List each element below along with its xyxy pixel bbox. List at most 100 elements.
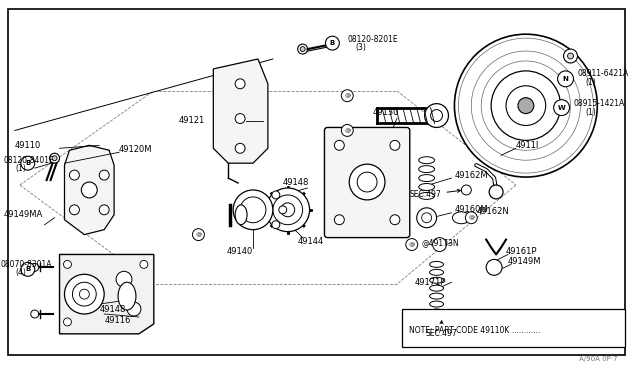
Circle shape — [550, 325, 561, 337]
Circle shape — [417, 208, 436, 228]
Polygon shape — [213, 59, 268, 163]
Circle shape — [422, 213, 431, 223]
Circle shape — [518, 98, 534, 113]
Text: B: B — [25, 160, 31, 166]
Text: A/90A 0P·7: A/90A 0P·7 — [579, 356, 617, 362]
Ellipse shape — [429, 262, 444, 267]
Ellipse shape — [419, 192, 435, 199]
Text: 08911-6421A: 08911-6421A — [577, 70, 628, 78]
Text: 49148: 49148 — [283, 177, 309, 186]
Circle shape — [300, 46, 305, 52]
Circle shape — [70, 170, 79, 180]
Text: W: W — [557, 105, 566, 110]
Circle shape — [52, 156, 57, 161]
Text: 49162M: 49162M — [454, 171, 488, 180]
Circle shape — [326, 36, 339, 50]
Text: @: @ — [468, 215, 474, 220]
Circle shape — [406, 238, 418, 250]
Circle shape — [21, 262, 35, 276]
Text: 49116: 49116 — [104, 317, 131, 326]
Bar — [402, 309, 625, 347]
Circle shape — [99, 205, 109, 215]
Ellipse shape — [235, 205, 247, 225]
Circle shape — [554, 100, 570, 116]
Text: 08070-8301A: 08070-8301A — [1, 260, 52, 269]
Circle shape — [99, 170, 109, 180]
Circle shape — [433, 238, 447, 251]
Polygon shape — [60, 254, 154, 334]
Ellipse shape — [452, 212, 470, 224]
Circle shape — [506, 86, 546, 125]
Circle shape — [357, 172, 377, 192]
Circle shape — [31, 263, 38, 271]
Circle shape — [334, 140, 344, 150]
Text: 49171P: 49171P — [415, 278, 446, 287]
Circle shape — [235, 79, 245, 89]
Ellipse shape — [419, 166, 435, 173]
Ellipse shape — [419, 183, 435, 190]
Text: (1): (1) — [586, 108, 596, 117]
Text: B: B — [25, 266, 31, 272]
Circle shape — [272, 191, 280, 199]
Circle shape — [341, 125, 353, 137]
Circle shape — [431, 110, 442, 122]
Circle shape — [491, 71, 561, 140]
Text: 49149MA: 49149MA — [4, 210, 44, 219]
Circle shape — [349, 164, 385, 200]
Text: @: @ — [344, 128, 350, 133]
Ellipse shape — [429, 285, 444, 291]
Circle shape — [334, 215, 344, 225]
Circle shape — [116, 271, 132, 287]
Circle shape — [72, 282, 96, 306]
Circle shape — [79, 289, 90, 299]
Circle shape — [465, 212, 477, 224]
Circle shape — [240, 197, 266, 223]
Circle shape — [63, 260, 72, 268]
Text: N: N — [563, 76, 568, 82]
Circle shape — [489, 185, 503, 199]
Circle shape — [481, 61, 570, 150]
Circle shape — [390, 215, 400, 225]
Circle shape — [465, 44, 588, 167]
Circle shape — [233, 190, 273, 230]
Ellipse shape — [429, 277, 444, 283]
Text: @49173N: @49173N — [422, 238, 460, 247]
Ellipse shape — [429, 269, 444, 275]
Text: 49140: 49140 — [226, 247, 252, 256]
Circle shape — [50, 153, 60, 163]
Text: 49148: 49148 — [99, 305, 125, 314]
Text: 49149M: 49149M — [508, 257, 541, 266]
Text: @: @ — [552, 328, 559, 333]
Circle shape — [298, 44, 308, 54]
Circle shape — [31, 310, 38, 318]
Circle shape — [140, 260, 148, 268]
Circle shape — [425, 104, 449, 128]
Circle shape — [486, 259, 502, 275]
Circle shape — [279, 206, 287, 214]
Circle shape — [454, 34, 597, 177]
Circle shape — [235, 113, 245, 124]
Text: (4): (4) — [15, 268, 26, 277]
Text: @: @ — [409, 242, 415, 247]
Polygon shape — [65, 145, 114, 235]
Text: 49144: 49144 — [298, 237, 324, 246]
Text: 49130: 49130 — [373, 108, 399, 117]
Text: @: @ — [344, 93, 350, 98]
Circle shape — [21, 156, 35, 170]
Text: 49121: 49121 — [179, 116, 205, 125]
Circle shape — [65, 274, 104, 314]
Text: (1): (1) — [586, 78, 596, 87]
Ellipse shape — [429, 309, 444, 315]
Circle shape — [458, 38, 593, 173]
FancyBboxPatch shape — [324, 128, 410, 238]
Circle shape — [341, 90, 353, 102]
Circle shape — [127, 302, 141, 316]
Circle shape — [564, 49, 577, 63]
Circle shape — [235, 143, 245, 153]
Circle shape — [63, 318, 72, 326]
Text: 49120M: 49120M — [119, 145, 152, 154]
Circle shape — [273, 195, 303, 225]
Circle shape — [471, 51, 580, 160]
Circle shape — [390, 140, 400, 150]
Text: 49161P: 49161P — [506, 247, 538, 256]
